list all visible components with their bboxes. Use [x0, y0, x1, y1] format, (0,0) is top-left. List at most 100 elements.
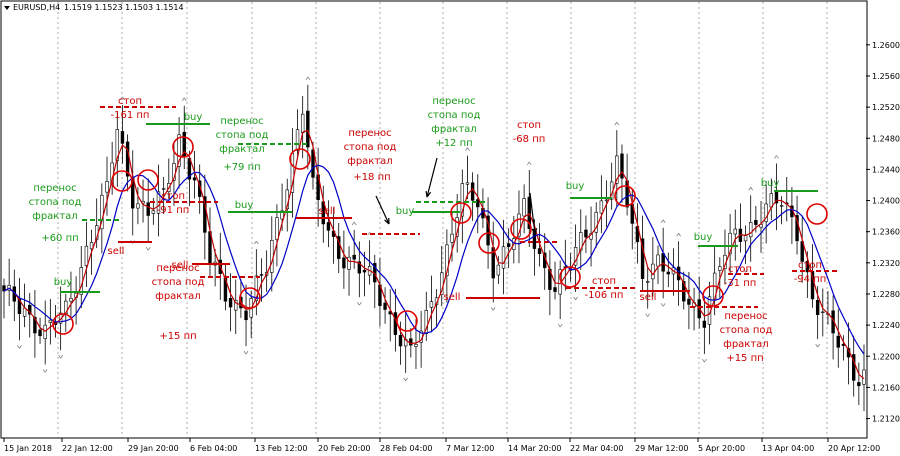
annotation-arrow: [529, 192, 538, 235]
price-tick-label: 1.2400: [872, 197, 900, 206]
annotation-label-line: sell: [444, 292, 461, 303]
annotation-label: стоп -106 пп: [585, 276, 624, 301]
candle-body: [522, 198, 526, 217]
fractal-down-marker: [356, 301, 362, 306]
annotation-label-line: фрактал: [431, 124, 476, 135]
annotation-label-line: sell: [319, 206, 336, 217]
time-tick-label: 15 Jan 2018: [4, 444, 52, 453]
annotation-label-line: фрактал: [32, 211, 77, 222]
candle-body: [470, 182, 475, 201]
annotation-label-line: стоп: [517, 120, 541, 131]
time-tick-label: 28 Feb 04:00: [380, 444, 432, 453]
fractal-down-marker: [743, 268, 748, 273]
annotation-label: buy: [396, 206, 415, 217]
annotation-label-line: перенос: [220, 116, 263, 127]
fractal-up-marker: [660, 219, 666, 223]
candle-body: [270, 239, 274, 273]
time-tick-label: 22 Mar 04:00: [570, 444, 623, 453]
candle-body: [429, 301, 434, 308]
candle-body: [733, 228, 737, 235]
candle-body: [476, 199, 480, 208]
annotation-label: стоп -68 пп: [513, 120, 546, 145]
time-tick-label: 22 Jan 12:00: [62, 444, 113, 453]
candle-body: [450, 233, 454, 243]
annotation-label: стоп -91 пп: [157, 191, 190, 216]
fractal-up-marker: [526, 161, 532, 166]
annotation-label-line: -91 пп: [157, 205, 190, 216]
candle-body: [398, 335, 403, 347]
price-tick-label: 1.2160: [872, 383, 900, 392]
time-tick-label: 29 Mar 12:00: [635, 444, 688, 453]
time-tick-label: 20 Feb 20:00: [318, 444, 370, 453]
fractal-down-marker: [42, 369, 48, 373]
candle-body: [362, 269, 367, 273]
signal-circle: [52, 313, 74, 335]
candle-body: [393, 312, 398, 335]
candle-body: [311, 149, 315, 178]
candle-body: [357, 261, 362, 274]
candle-body: [852, 354, 856, 381]
candle-body: [347, 256, 351, 270]
candle-body: [342, 257, 346, 269]
price-tick-label: 1.2280: [872, 290, 900, 299]
candle-body: [661, 253, 665, 272]
candle-body: [445, 244, 449, 277]
candle-body: [300, 113, 305, 134]
fractal-down-marker: [490, 307, 496, 311]
signal-circle: [478, 232, 500, 254]
annotation-label-line: стопа под: [29, 197, 82, 208]
signal-circle: [450, 202, 472, 224]
candle-body: [306, 110, 310, 148]
annotation-label-line: buy: [235, 200, 254, 211]
candle-body: [573, 247, 578, 266]
annotation-label: buy: [694, 232, 713, 243]
slow-moving-average-line: [3, 164, 865, 355]
candle-body: [100, 194, 104, 230]
annotation-arrow: [425, 157, 438, 198]
candle-body: [646, 281, 650, 283]
candle-body: [743, 235, 748, 242]
fractal-down-marker: [573, 296, 578, 301]
candle-body: [105, 181, 109, 193]
price-tick-label: 1.2440: [872, 165, 900, 174]
annotation-label-line: buy: [694, 232, 713, 243]
annotation-label-line: стопа под: [216, 130, 269, 141]
annotation-label: +60 пп: [41, 233, 78, 244]
candle-body: [651, 263, 655, 280]
candle-body: [604, 199, 609, 202]
annotation-label-line: buy: [184, 112, 203, 123]
candle-body: [234, 299, 238, 311]
price-axis: 1.2600 1.2560 1.2520 1.2480 1.2440 1.2400 1.23…: [866, 41, 900, 424]
dropdown-triangle-icon[interactable]: [4, 6, 10, 10]
annotation-label: buy: [761, 178, 780, 189]
annotation-label-line: стоп: [118, 96, 142, 107]
candle-body: [275, 217, 279, 240]
annotation-label-line: фрактал: [155, 291, 200, 302]
candle-body: [836, 335, 840, 348]
candle-body: [749, 222, 753, 238]
candle-body: [161, 188, 166, 190]
time-tick-label: 13 Feb 12:00: [255, 444, 307, 453]
candle-body: [38, 329, 42, 337]
signal-circle: [289, 148, 311, 170]
price-tick-label: 1.2120: [872, 415, 900, 424]
annotation-label-line: фрактал: [723, 339, 768, 350]
signal-circle: [396, 310, 418, 332]
annotation-label-line: +15 пп: [159, 331, 196, 342]
fast-moving-average-line: [3, 129, 865, 380]
annotation-label: перенос стопа под фрактал: [29, 183, 82, 222]
fractal-down-marker: [660, 303, 666, 307]
annotation-label: перенос стопа под фрактал: [216, 116, 269, 155]
annotation-label: sell: [172, 260, 189, 271]
annotation-label-line: стоп: [592, 276, 616, 287]
annotation-label-line: -68 пп: [513, 134, 546, 145]
annotation-label: buy: [566, 181, 585, 192]
annotation-label-line: стопа под: [344, 142, 397, 153]
candle-body: [28, 304, 32, 315]
annotation-label-line: +60 пп: [41, 233, 78, 244]
candle-body: [821, 311, 825, 314]
time-tick-label: 6 Feb 04:00: [190, 444, 237, 453]
fractal-up-marker: [774, 155, 779, 159]
